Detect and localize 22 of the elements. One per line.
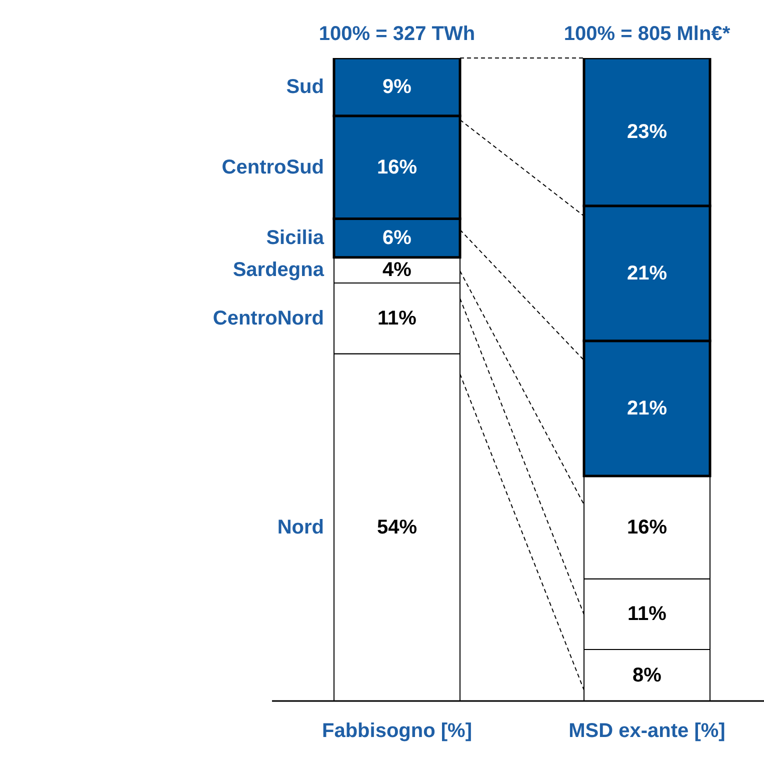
data-label: 16%: [626, 516, 668, 538]
data-label: 4%: [382, 259, 412, 282]
data-label: 54%: [376, 516, 418, 538]
text: 100% = 327 TWh: [318, 23, 476, 45]
data-label: 21%: [626, 262, 668, 284]
data-label: 6%: [382, 227, 412, 250]
data-label: 11%: [628, 603, 667, 626]
text: 100% = 805 Mln€*: [564, 23, 730, 45]
data-label: 11%: [378, 307, 417, 330]
x-tick-label: MSD ex-ante [%]: [568, 720, 726, 742]
series-label: Sardegna: [232, 259, 325, 282]
series-label: CentroNord: [212, 307, 324, 330]
series-label: Nord: [277, 516, 324, 538]
series-label: Sicilia: [266, 227, 325, 250]
data-label: 23%: [626, 120, 668, 143]
data-label: 16%: [376, 156, 418, 178]
x-tick-label: Fabbisogno [%]: [322, 720, 472, 742]
series-label: CentroSud: [222, 156, 324, 178]
data-label: 21%: [626, 397, 668, 420]
series-label: Sud: [286, 76, 324, 98]
data-label: 8%: [632, 664, 662, 686]
data-label: 9%: [382, 76, 412, 98]
